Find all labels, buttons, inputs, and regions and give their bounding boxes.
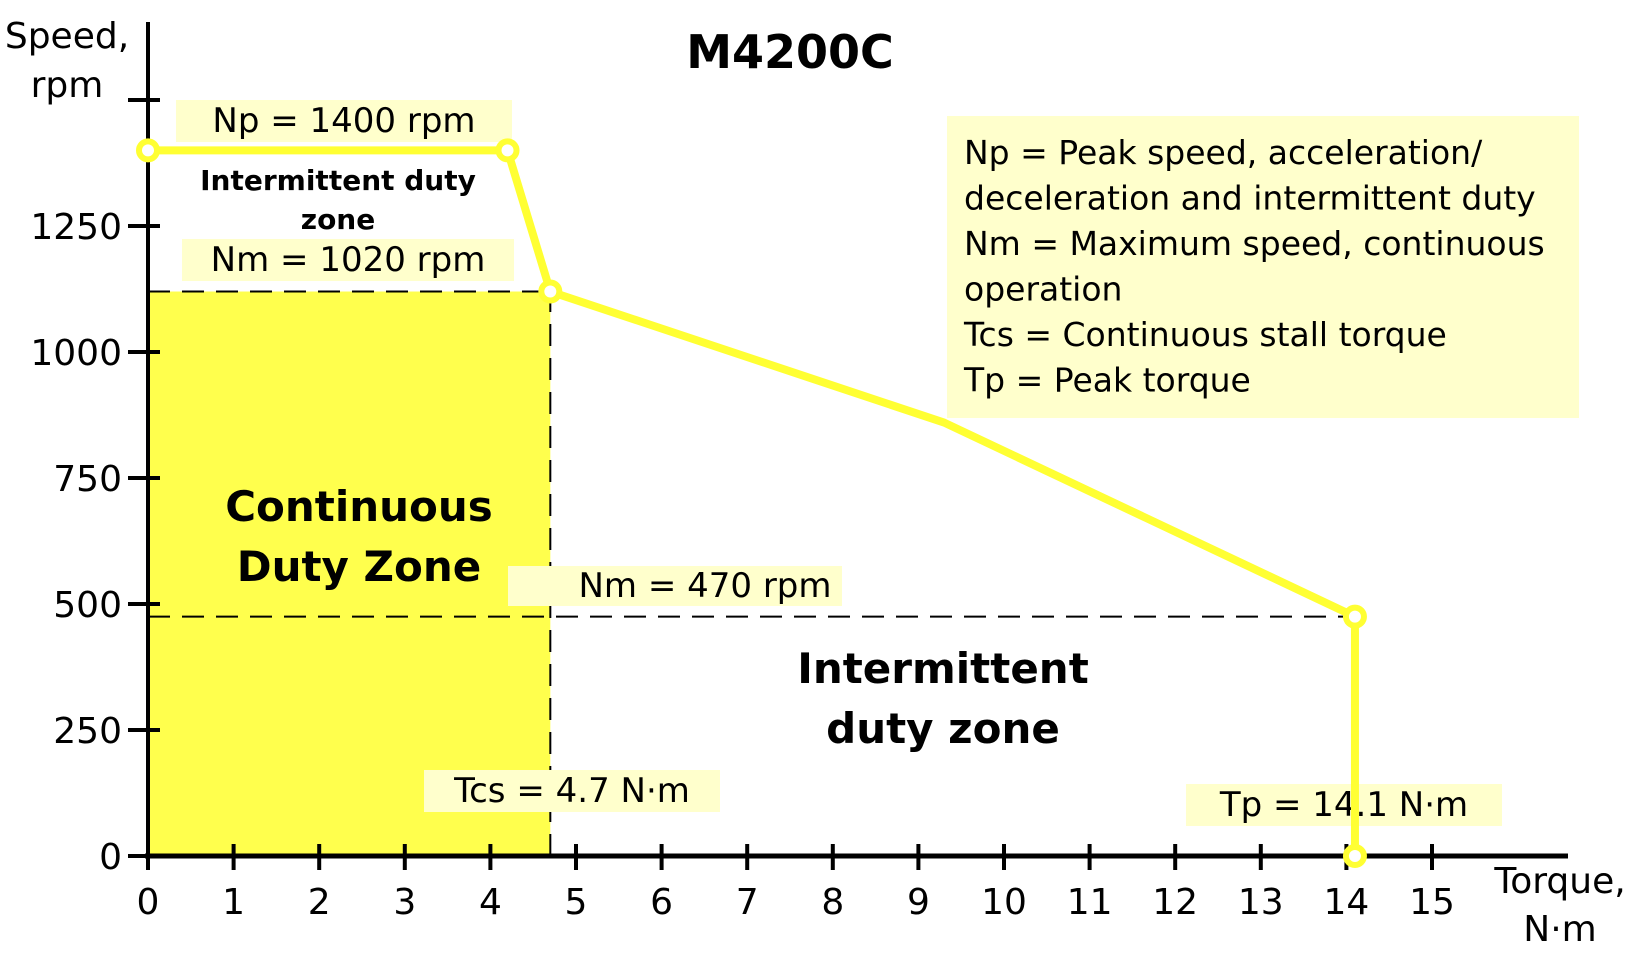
np-label-box bbox=[176, 100, 512, 142]
x-tick-label: 10 bbox=[981, 882, 1027, 923]
continuous-duty-zone-fill bbox=[148, 291, 551, 856]
np-label: Np = 1400 rpm bbox=[212, 101, 475, 141]
nm-high-label: Nm = 1020 rpm bbox=[211, 240, 486, 280]
x-tick-label: 15 bbox=[1409, 882, 1455, 923]
x-axis-title-line-2: N·m bbox=[1523, 909, 1596, 950]
nm-low-label-box bbox=[508, 566, 842, 606]
x-tick-label: 5 bbox=[565, 882, 588, 923]
curve-point-marker bbox=[1342, 604, 1367, 629]
nm-low-label: Nm = 470 rpm bbox=[578, 566, 831, 606]
legend-line-3: operation bbox=[964, 270, 1122, 309]
x-tick-label: 3 bbox=[393, 882, 416, 923]
intermittent-top-label-line-2: zone bbox=[301, 203, 375, 236]
y-tick-label: 1250 bbox=[30, 207, 122, 248]
tp-label-box bbox=[1186, 784, 1502, 826]
continuous-zone-label-line-2: Duty Zone bbox=[237, 542, 482, 591]
chart-title: M4200C bbox=[686, 25, 894, 79]
legend-line-1: deceleration and intermittent duty bbox=[964, 179, 1536, 218]
x-tick-label: 0 bbox=[137, 882, 160, 923]
x-axis-title-line-1: Torque, bbox=[1493, 861, 1625, 902]
curve-point-marker bbox=[495, 138, 520, 163]
curve-point-marker bbox=[136, 138, 160, 163]
tp-label: Tp = 14.1 N·m bbox=[1219, 785, 1468, 825]
y-tick-label: 750 bbox=[53, 459, 122, 500]
x-tick-label: 1 bbox=[222, 882, 245, 923]
intermittent-zone-label-line-2: duty zone bbox=[826, 704, 1060, 753]
x-tick-label: 8 bbox=[821, 882, 844, 923]
legend-line-4: Tcs = Continuous stall torque bbox=[963, 315, 1447, 354]
x-tick-label: 4 bbox=[479, 882, 502, 923]
intermittent-top-label-line-1: Intermittent duty bbox=[200, 164, 476, 197]
x-tick-label: 11 bbox=[1067, 882, 1113, 923]
legend-line-0: Np = Peak speed, acceleration/ bbox=[964, 133, 1483, 172]
curve-point-marker bbox=[538, 279, 563, 304]
nm-high-label-box bbox=[182, 239, 514, 281]
y-tick-label: 1000 bbox=[30, 333, 122, 374]
intermittent-zone-label-line-1: Intermittent bbox=[797, 644, 1089, 693]
x-tick-label: 13 bbox=[1238, 882, 1284, 923]
y-tick-label: 0 bbox=[99, 837, 122, 878]
x-tick-label: 12 bbox=[1152, 882, 1198, 923]
tcs-label: Tcs = 4.7 N·m bbox=[453, 771, 690, 811]
x-tick-label: 7 bbox=[736, 882, 759, 923]
x-tick-label: 2 bbox=[308, 882, 331, 923]
x-tick-label: 9 bbox=[907, 882, 930, 923]
y-axis-title-line-1: Speed, bbox=[5, 16, 129, 57]
torque-speed-curve bbox=[144, 146, 1359, 860]
y-tick-label: 500 bbox=[53, 585, 122, 626]
y-tick-label: 250 bbox=[53, 711, 122, 752]
continuous-zone-label-line-1: Continuous bbox=[225, 482, 493, 531]
legend-box bbox=[947, 116, 1579, 418]
curve-point-marker bbox=[1342, 844, 1367, 868]
x-tick-label: 6 bbox=[650, 882, 673, 923]
y-axis-title-line-2: rpm bbox=[31, 65, 104, 106]
tcs-label-box bbox=[424, 770, 720, 812]
legend-line-5: Tp = Peak torque bbox=[963, 361, 1251, 400]
legend-line-2: Nm = Maximum speed, continuous bbox=[964, 224, 1545, 263]
x-tick-label: 14 bbox=[1323, 882, 1369, 923]
